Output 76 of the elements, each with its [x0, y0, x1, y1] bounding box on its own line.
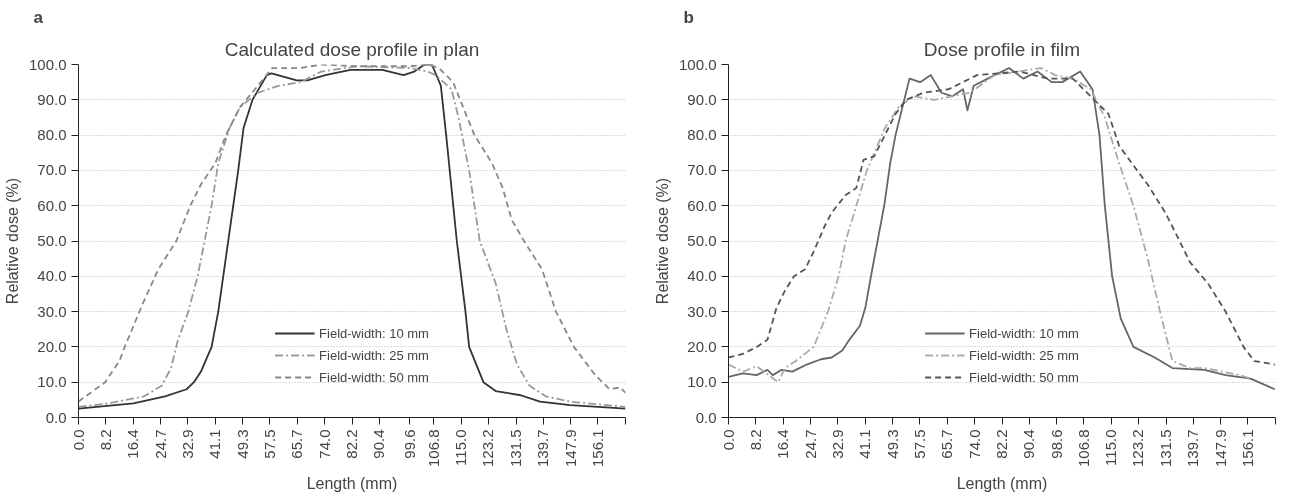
y-tick-label: 10.0	[687, 373, 717, 391]
x-tick-label: 131.5	[1157, 429, 1175, 468]
x-tick-label: 115.0	[452, 429, 470, 466]
y-tick-label: 70.0	[687, 161, 717, 179]
y-tick-label: 0.0	[45, 408, 67, 426]
x-tick-label: 147.9	[1211, 429, 1229, 468]
y-tick-label: 80.0	[687, 126, 717, 144]
legend-label: Field-width: 25 mm	[969, 347, 1079, 363]
y-tick-label: 40.0	[687, 267, 717, 285]
x-tick-label: 8.2	[96, 429, 114, 451]
text: a	[33, 7, 44, 27]
x-tick-label: 139.7	[1184, 429, 1202, 468]
x-axis-title: Length (mm)	[306, 475, 398, 493]
x-tick-label: 131.5	[507, 429, 525, 468]
x-tick-label: 156.1	[588, 429, 606, 468]
y-tick-label: 30.0	[687, 302, 717, 320]
x-tick-label: 16.4	[124, 429, 142, 459]
x-tick-label: 139.7	[534, 429, 552, 468]
x-tick-label: 8.2	[746, 429, 764, 451]
x-tick-label: 57.5	[260, 429, 278, 459]
x-tick-label: 123.2	[479, 429, 497, 468]
x-tick-label: 24.7	[151, 429, 169, 459]
y-tick-label: 50.0	[687, 232, 717, 249]
x-tick-label: 65.7	[938, 429, 956, 459]
text: b	[683, 7, 694, 27]
y-tick-label: 10.0	[37, 373, 67, 391]
y-tick-label: 80.0	[37, 126, 67, 144]
y-tick-label: 30.0	[37, 302, 67, 320]
x-tick-label: 90.4	[1020, 429, 1038, 459]
x-tick-label: 0.0	[719, 429, 737, 451]
x-tick-label: 41.1	[856, 429, 874, 459]
y-tick-label: 70.0	[37, 161, 67, 179]
y-tick-label: 90.0	[37, 90, 67, 108]
x-tick-label: 147.9	[561, 429, 579, 468]
y-tick-label: 0.0	[695, 408, 717, 426]
y-tick-label: 100.0	[28, 55, 67, 73]
chart-title: Calculated dose profile in plan	[224, 38, 480, 60]
x-tick-label: 24.7	[801, 429, 819, 459]
y-tick-label: 60.0	[687, 196, 717, 214]
y-tick-label: 60.0	[37, 196, 67, 214]
legend-label: Field-width: 25 mm	[319, 347, 429, 363]
legend-label: Field-width: 50 mm	[969, 369, 1079, 385]
y-axis-title: Relative dose (%)	[653, 177, 671, 305]
x-tick-label: 32.9	[828, 429, 846, 459]
x-axis-title: Length (mm)	[956, 475, 1048, 493]
x-tick-label: 98.6	[1047, 429, 1065, 459]
x-tick-label: 156.1	[1238, 429, 1256, 468]
y-tick-label: 100.0	[678, 55, 717, 73]
x-tick-label: 0.0	[69, 429, 87, 451]
x-tick-label: 106.8	[424, 429, 442, 468]
x-tick-label: 74.0	[315, 429, 333, 459]
x-tick-label: 65.7	[288, 429, 306, 459]
x-tick-label: 106.8	[1074, 429, 1092, 468]
x-tick-label: 49.3	[883, 429, 901, 459]
x-tick-label: 49.3	[233, 429, 251, 459]
x-tick-label: 115.0	[1102, 429, 1120, 466]
y-tick-label: 50.0	[37, 232, 67, 249]
y-tick-label: 20.0	[37, 337, 67, 355]
x-tick-label: 41.1	[206, 429, 224, 459]
legend-label: Field-width: 50 mm	[319, 369, 429, 385]
x-tick-label: 16.4	[774, 429, 792, 459]
legend-label: Field-width: 10 mm	[969, 325, 1079, 341]
y-axis-title: Relative dose (%)	[3, 177, 21, 305]
x-tick-label: 90.4	[370, 429, 388, 459]
x-tick-label: 57.5	[910, 429, 928, 459]
chart-title: Dose profile in film	[923, 38, 1081, 60]
x-tick-label: 74.0	[965, 429, 983, 459]
y-tick-label: 40.0	[37, 267, 67, 285]
x-tick-label: 82.2	[993, 429, 1010, 459]
x-tick-label: 123.2	[1129, 429, 1147, 468]
x-tick-label: 82.2	[343, 429, 360, 459]
x-tick-label: 32.9	[178, 429, 196, 459]
y-tick-label: 90.0	[687, 90, 717, 108]
y-tick-label: 20.0	[687, 337, 717, 355]
legend-label: Field-width: 10 mm	[319, 325, 429, 341]
x-tick-label: 99.6	[400, 429, 418, 459]
